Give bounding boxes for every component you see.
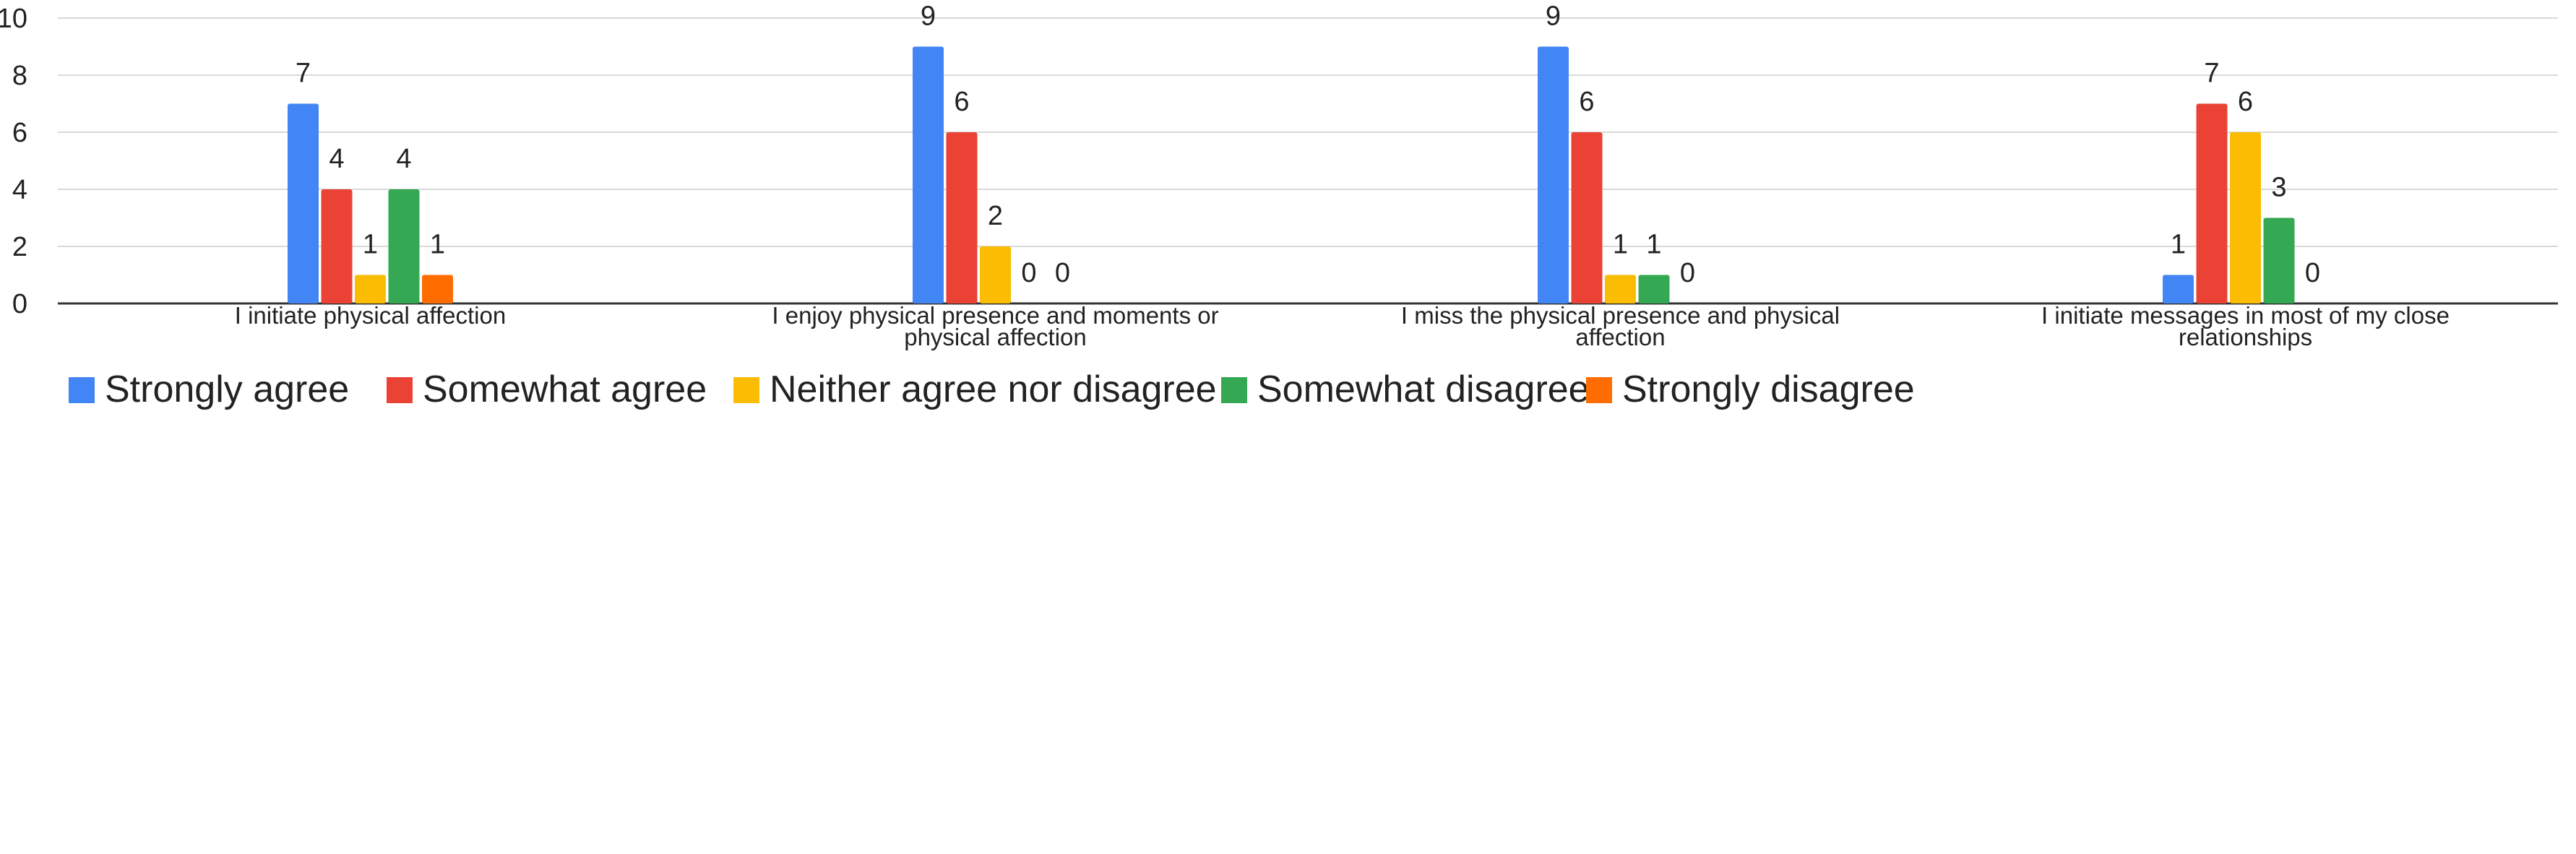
bar — [2263, 217, 2295, 303]
x-tick-label: I initiate messages in most of my close — [2041, 302, 2450, 329]
legend-swatch — [69, 377, 95, 403]
data-label: 2 — [988, 201, 1003, 231]
legend: Strongly agree Somewhat agree Neither agre… — [69, 368, 1915, 410]
x-tick-label: relationships — [2179, 324, 2312, 350]
legend-swatch — [1221, 377, 1247, 403]
bar — [1538, 46, 1569, 303]
legend-swatch — [1586, 377, 1612, 403]
y-tick-label: 10 — [0, 4, 27, 34]
bar — [1605, 275, 1636, 303]
y-axis: 0 2 4 6 8 10 — [0, 4, 27, 319]
data-label: 4 — [329, 144, 344, 174]
legend-label: Strongly disagree — [1622, 368, 1915, 410]
y-tick-label: 0 — [12, 289, 27, 319]
data-label: 3 — [2271, 173, 2286, 203]
data-label: 0 — [1021, 258, 1036, 288]
data-label: 6 — [1579, 87, 1594, 117]
bar — [2230, 132, 2261, 303]
data-label: 9 — [1546, 1, 1561, 32]
legend-swatch — [387, 377, 413, 403]
bar — [388, 189, 420, 303]
bar — [422, 275, 453, 303]
y-tick-label: 8 — [12, 61, 27, 91]
bar — [2196, 103, 2228, 303]
bar — [321, 189, 353, 303]
data-label: 7 — [296, 59, 311, 89]
y-tick-label: 6 — [12, 118, 27, 148]
data-label: 9 — [921, 1, 936, 32]
grid-layer — [58, 17, 2558, 305]
data-label: 7 — [2204, 59, 2219, 89]
bar — [355, 275, 386, 303]
legend-swatch — [733, 377, 759, 403]
x-tick-label: affection — [1575, 324, 1665, 350]
bar — [980, 246, 1011, 303]
legend-label: Somewhat agree — [423, 368, 707, 410]
x-axis: I initiate physical affection I enjoy phy… — [235, 302, 2450, 350]
data-label: 0 — [2305, 258, 2320, 288]
y-tick-label: 2 — [12, 232, 27, 262]
data-label: 0 — [1680, 258, 1695, 288]
data-label: 6 — [2238, 87, 2253, 117]
data-label: 1 — [430, 230, 445, 260]
legend-label: Strongly agree — [105, 368, 349, 410]
data-label: 4 — [396, 144, 411, 174]
legend-label: Somewhat disagree — [1257, 368, 1590, 410]
bar — [288, 103, 319, 303]
data-label: 1 — [1613, 230, 1628, 260]
data-label: 0 — [1055, 258, 1070, 288]
x-tick-label: I initiate physical affection — [235, 302, 506, 329]
bar — [946, 132, 978, 303]
bar — [913, 46, 944, 303]
bar — [1638, 275, 1670, 303]
legend-label: Neither agree nor disagree — [770, 368, 1217, 410]
x-tick-label: I enjoy physical presence and moments or — [772, 302, 1218, 329]
x-tick-label: physical affection — [904, 324, 1087, 350]
x-tick-label: I miss the physical presence and physica… — [1401, 302, 1840, 329]
bar — [2163, 275, 2194, 303]
data-label: 1 — [363, 230, 378, 260]
bars-layer — [288, 46, 2295, 303]
bar — [1571, 132, 1603, 303]
data-label: 1 — [1646, 230, 1661, 260]
y-tick-label: 4 — [12, 175, 27, 205]
data-label: 6 — [954, 87, 969, 117]
data-label: 1 — [2171, 230, 2186, 260]
